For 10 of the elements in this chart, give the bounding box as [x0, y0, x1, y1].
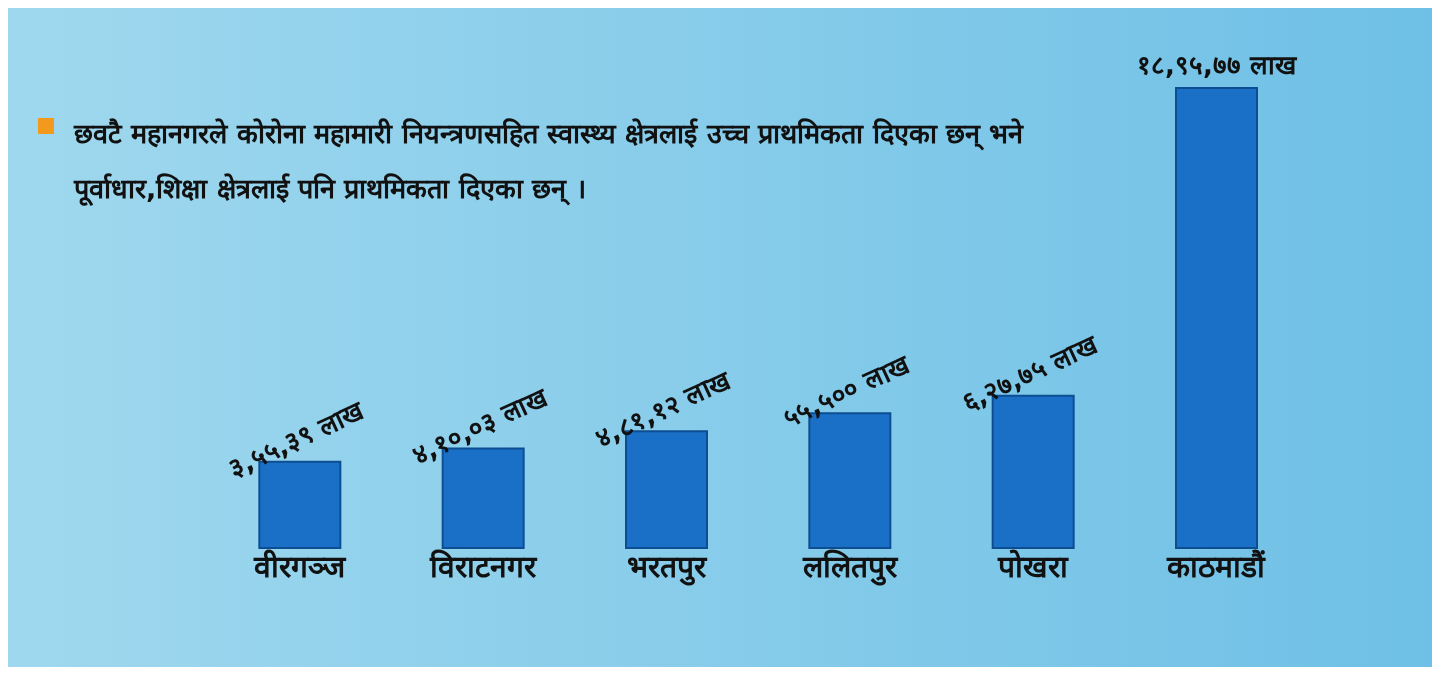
x-tick-label: पोखरा — [997, 549, 1069, 585]
x-tick-label: विराटनगर — [429, 549, 538, 585]
x-tick-label: काठमाडौं — [1166, 549, 1267, 585]
data-label: १८,९५,७७ लाख — [1137, 50, 1298, 80]
x-tick-label: भरतपुर — [626, 549, 708, 587]
data-label: ५५,५०० लाख — [778, 348, 916, 434]
text: छवटै महानगरले कोरोना महामारी नियन्त्रणसहित स्वास्थ्य क्षेत्रलाई उच्च प्राथमिकता दिएका छन् भने पूर्वाधार,शिक्षा क्षेत्रलाई पनि प्राथमिकता दिएका छन् । — [74, 117, 1025, 208]
x-tick-label: ललितपुर — [801, 549, 899, 587]
x-tick-label: वीरगञ्ज — [253, 549, 348, 585]
bar — [1175, 87, 1258, 549]
